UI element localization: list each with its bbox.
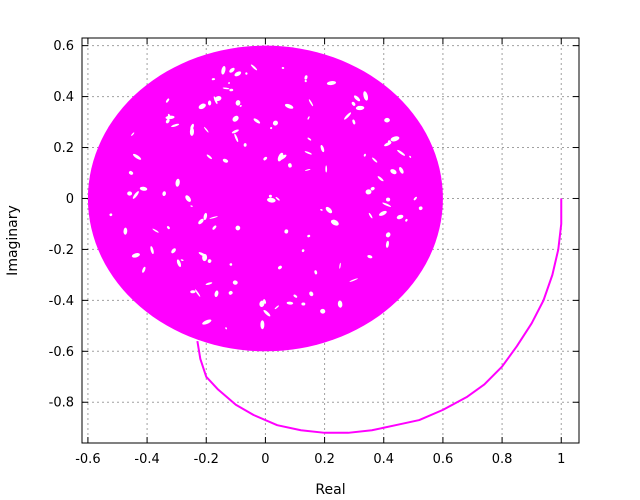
x-tick-label: 0.2 [314, 452, 335, 467]
ticks: -0.6 -0.4 -0.2 0 0.2 0.4 0.6 0.8 1 -0.8 -0.6 -0.4 -0… [49, 38, 579, 467]
x-tick-label: -0.6 [75, 452, 100, 467]
plot-frame [81, 37, 580, 444]
x-tick-label: -0.2 [194, 452, 219, 467]
y-tick-label: -0.4 [49, 294, 74, 309]
y-tick-label: 0 [66, 192, 74, 207]
x-tick-label: 0.6 [433, 452, 454, 467]
x-tick-label: 1 [557, 452, 565, 467]
x-axis-label: Real [315, 482, 345, 498]
x-tick-label: -0.4 [134, 452, 159, 467]
y-tick-label: -0.6 [49, 345, 74, 360]
x-tick-label: 0.4 [373, 452, 394, 467]
y-tick-label: 0.6 [53, 39, 74, 54]
y-tick-label: -0.8 [49, 396, 74, 411]
plot-area [87, 45, 563, 434]
y-tick-label: 0.4 [53, 90, 74, 105]
trajectory-line [196, 198, 563, 434]
y-tick-label: -0.2 [49, 243, 74, 258]
x-tick-label: 0 [261, 452, 269, 467]
y-tick-label: 0.2 [53, 141, 74, 156]
trajectory-texture [109, 64, 423, 330]
x-tick-label: 0.8 [492, 452, 513, 467]
y-axis-label: Imaginary [5, 205, 21, 276]
